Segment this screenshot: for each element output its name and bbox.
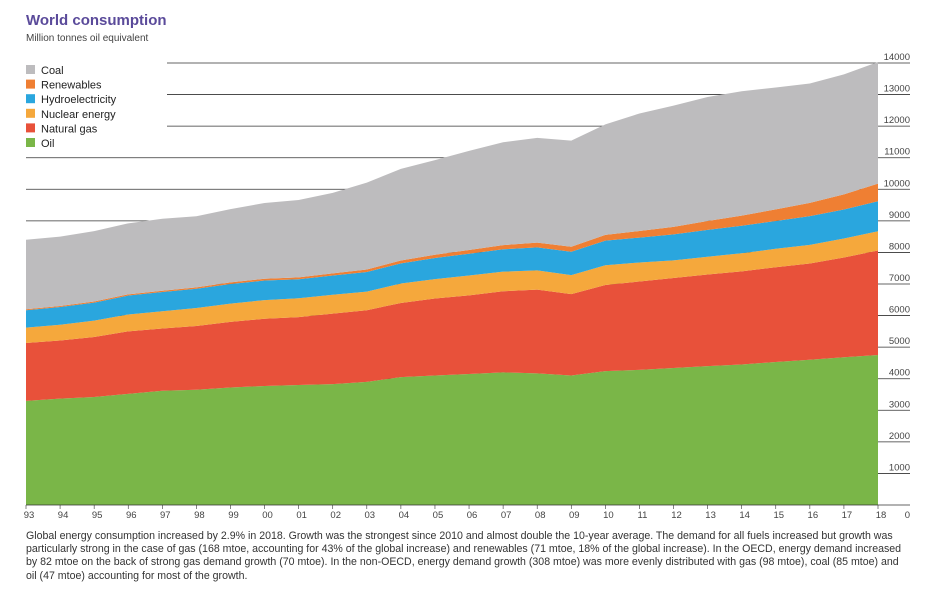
- x-tick-label: 94: [58, 510, 69, 521]
- area-oil: [26, 355, 878, 505]
- chart-caption: Global energy consumption increased by 2…: [26, 530, 902, 582]
- x-tick-label: 03: [365, 510, 376, 521]
- x-tick-label: 16: [808, 510, 819, 521]
- x-tick-label: 09: [569, 510, 580, 521]
- area-hydroelectricity: [26, 201, 878, 328]
- x-tick-label: 06: [467, 510, 478, 521]
- area-coal: [26, 62, 878, 310]
- legend-swatch: [26, 123, 35, 133]
- y-tick-label: 3000: [889, 399, 910, 410]
- y-tick-label: 8000: [889, 241, 910, 252]
- y-tick-label: 0: [905, 510, 910, 521]
- x-tick-label: 17: [842, 510, 853, 521]
- legend-swatch: [26, 108, 35, 118]
- y-tick-label: 14000: [884, 52, 910, 63]
- y-tick-label: 12000: [884, 115, 910, 126]
- legend-swatch: [26, 79, 35, 89]
- x-tick-label: 12: [671, 510, 682, 521]
- area-nuclear-energy: [26, 231, 878, 344]
- chart-subtitle: Million tonnes oil equivalent: [26, 33, 149, 44]
- axes: 93 94 95 96 97 98 99 00 01 02 03 04 05 06 07 08 09 10 11 12…: [24, 52, 910, 521]
- x-tick-label: 15: [773, 510, 784, 521]
- legend-swatch: [26, 94, 35, 104]
- stacked-areas: [26, 62, 878, 505]
- x-tick-label: 08: [535, 510, 546, 521]
- y-tick-label: 7000: [889, 273, 910, 284]
- x-tick-label: 01: [296, 510, 307, 521]
- x-tick-label: 11: [638, 510, 648, 521]
- x-tick-label: 14: [739, 510, 750, 521]
- legend-box: [22, 58, 167, 156]
- y-tick-label: 13000: [884, 84, 910, 95]
- legend-swatch: [26, 138, 35, 147]
- legend: Coal Renewables Hydroelectricity Nuclear en…: [22, 58, 167, 156]
- x-tick-label: 95: [92, 510, 103, 521]
- x-tick-label: 07: [501, 510, 512, 521]
- y-tick-label: 4000: [889, 368, 910, 379]
- y-tick-label: 5000: [889, 336, 910, 347]
- x-tick-label: 97: [160, 510, 171, 521]
- legend-label: Coal: [41, 65, 64, 77]
- y-tick-label: 1000: [889, 462, 910, 473]
- legend-label: Hydroelectricity: [41, 94, 117, 106]
- y-tick-label: 10000: [884, 178, 910, 189]
- x-tick-label: 96: [126, 510, 137, 521]
- y-tick-label: 6000: [889, 305, 910, 316]
- x-tick-label: 98: [194, 510, 205, 521]
- x-tick-label: 04: [399, 510, 410, 521]
- world-consumption-chart: 93 94 95 96 97 98 99 00 01 02 03 04 05 06 07 08 09 10 11 12…: [22, 52, 910, 521]
- x-tick-label: 13: [705, 510, 716, 521]
- legend-swatch: [26, 65, 35, 74]
- x-tick-label: 05: [433, 510, 444, 521]
- y-tick-label: 9000: [889, 210, 910, 221]
- chart-title: World consumption: [26, 12, 167, 29]
- legend-label: Nuclear energy: [41, 109, 116, 121]
- legend-label: Oil: [41, 138, 54, 150]
- x-tick-label: 18: [876, 510, 887, 521]
- legend-label: Renewables: [41, 80, 102, 92]
- x-tick-label: 93: [24, 510, 35, 521]
- y-tick-label: 2000: [889, 431, 910, 442]
- area-natural-gas: [26, 250, 878, 401]
- y-tick-label: 11000: [884, 147, 910, 158]
- x-tick-label: 02: [330, 510, 341, 521]
- x-tick-label: 00: [262, 510, 273, 521]
- x-tick-label: 10: [603, 510, 614, 521]
- x-tick-label: 99: [228, 510, 239, 521]
- legend-label: Natural gas: [41, 123, 98, 135]
